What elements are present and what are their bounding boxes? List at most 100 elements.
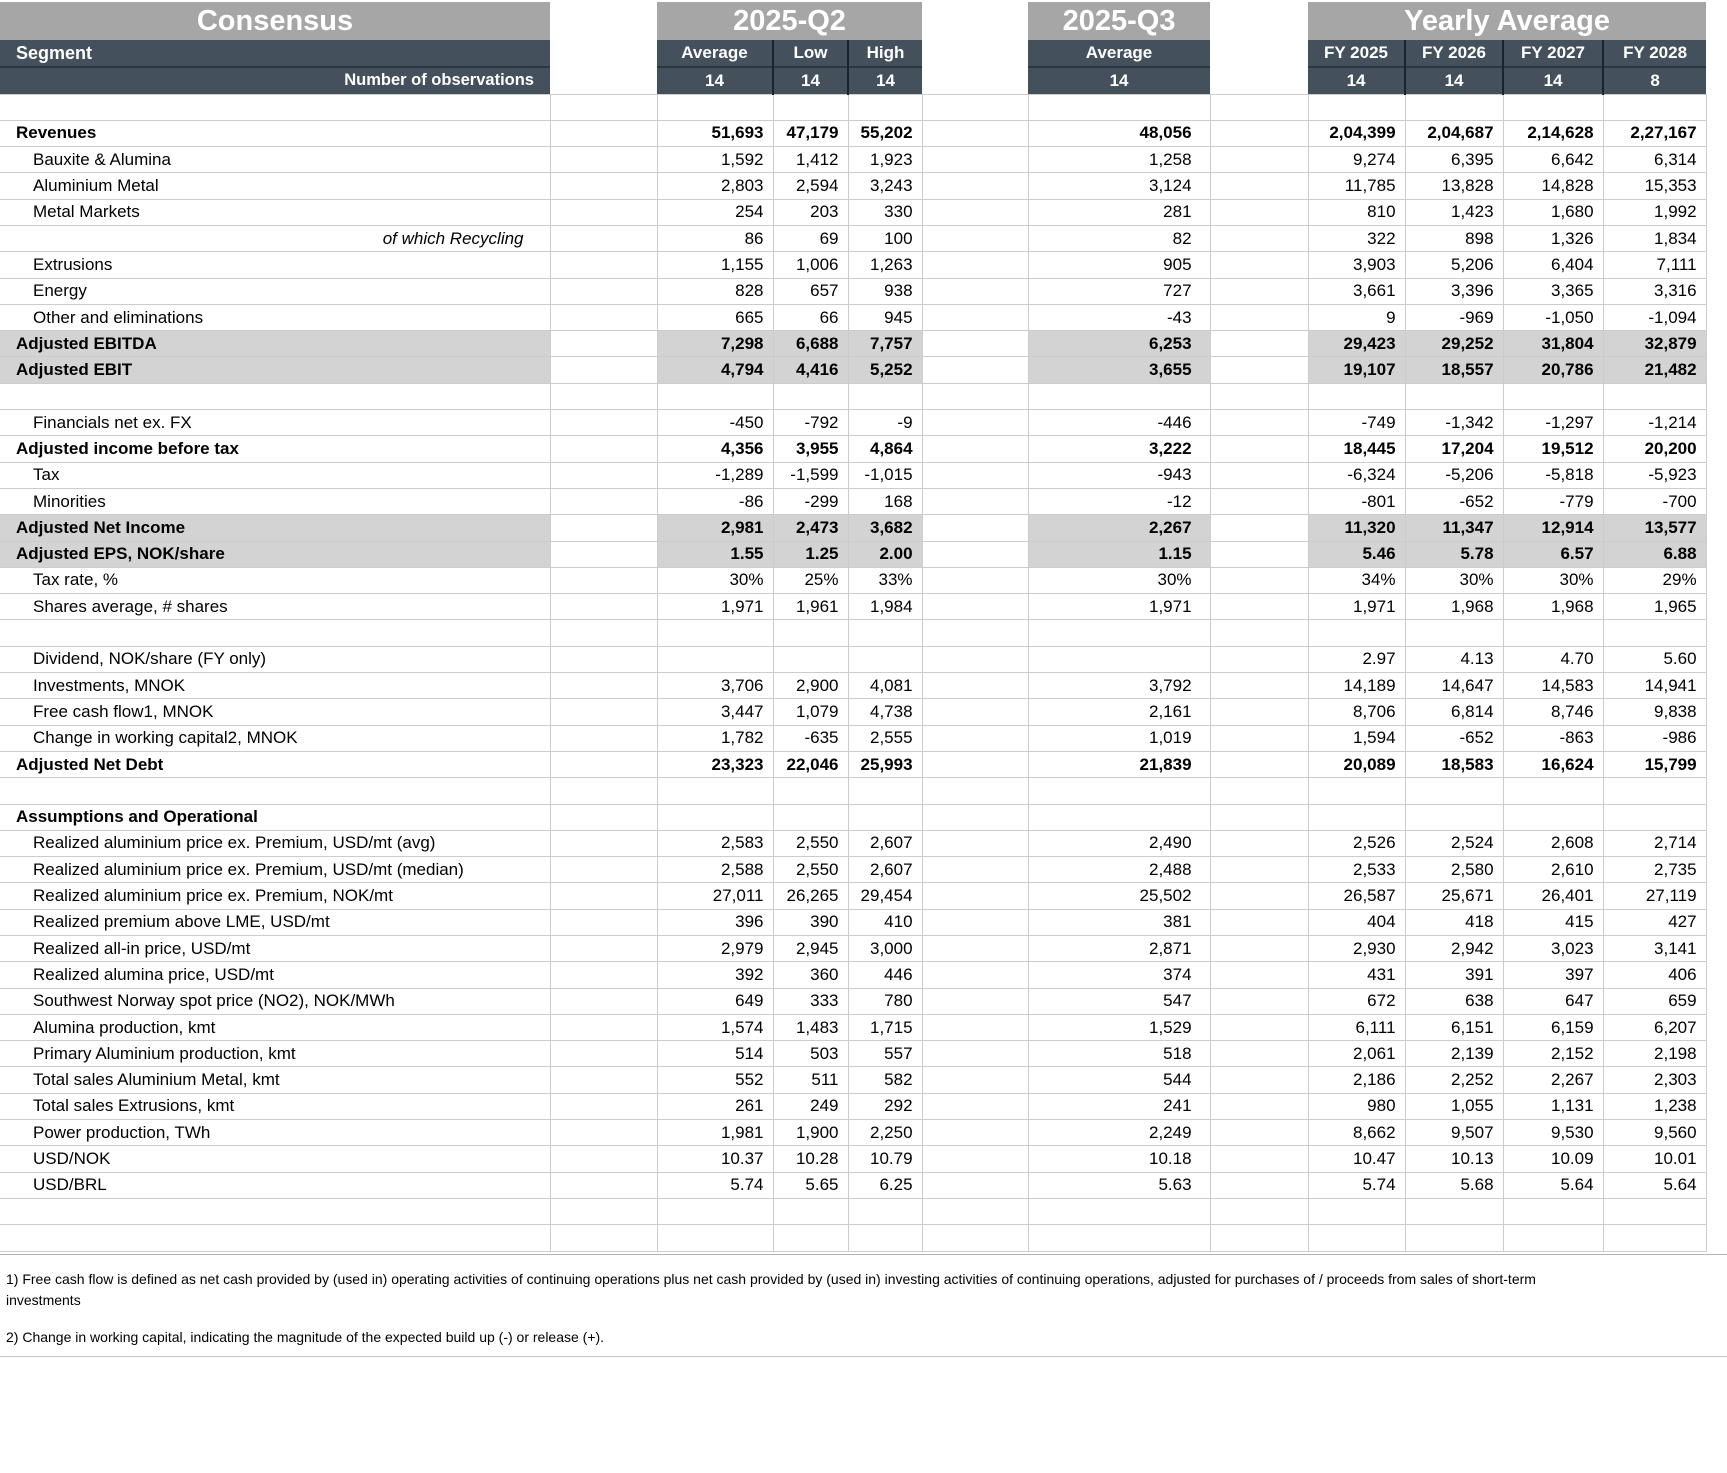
cell-q2-high: 4,864 bbox=[848, 435, 923, 463]
cell-fy2025 bbox=[1308, 1198, 1406, 1226]
row-label: Total sales Extrusions, kmt bbox=[0, 1093, 551, 1121]
spacer-cell bbox=[550, 909, 658, 937]
row-label: Shares average, # shares bbox=[0, 593, 551, 621]
spacer-cell bbox=[1210, 988, 1309, 1015]
table-row: Realized aluminium price ex. Premium, NO… bbox=[0, 882, 1707, 910]
cell-q2-high: 29,454 bbox=[848, 882, 923, 910]
cell-q2-average: -450 bbox=[657, 409, 774, 437]
table-row: USD/BRL 5.74 5.65 6.25 5.63 5.74 5.68 5.64 5.64 bbox=[0, 1172, 1707, 1199]
spacer-cell bbox=[1210, 514, 1309, 542]
row-label: Other and eliminations bbox=[0, 304, 551, 332]
footnote-divider bbox=[0, 1253, 1727, 1255]
spacer-cell bbox=[550, 251, 658, 279]
yearly-average-banner: Yearly Average bbox=[1308, 2, 1707, 40]
cell-q2-high: 3,682 bbox=[848, 514, 923, 542]
cell-fy2025: 1,971 bbox=[1308, 593, 1406, 621]
cell-q2-average bbox=[657, 804, 774, 831]
table-row bbox=[0, 383, 1707, 411]
cell-fy2027: 6,159 bbox=[1503, 1014, 1604, 1042]
cell-fy2028: 3,316 bbox=[1603, 278, 1707, 305]
spacer-cell bbox=[1210, 278, 1309, 305]
row-label bbox=[0, 383, 551, 411]
cell-fy2027: 1,326 bbox=[1503, 225, 1604, 253]
cell-fy2026: 2,580 bbox=[1405, 856, 1504, 884]
cell-q3-average: 2,490 bbox=[1028, 830, 1211, 858]
spacer-cell bbox=[922, 514, 1029, 542]
cell-q2-average: 23,323 bbox=[657, 751, 774, 779]
cell-q2-high bbox=[848, 619, 923, 647]
cell-q2-low: 511 bbox=[773, 1066, 849, 1094]
cell-q3-average: 3,124 bbox=[1028, 172, 1211, 200]
cell-fy2026: -652 bbox=[1405, 488, 1504, 516]
cell-fy2027 bbox=[1503, 1198, 1604, 1226]
cell-q2-high: 938 bbox=[848, 278, 923, 305]
spacer-cell bbox=[922, 961, 1029, 989]
cell-fy2028: 406 bbox=[1603, 961, 1707, 989]
cell-fy2028: 20,200 bbox=[1603, 435, 1707, 463]
cell-q3-average: -446 bbox=[1028, 409, 1211, 437]
cell-q3-average bbox=[1028, 1224, 1211, 1252]
cell-fy2027: 1,680 bbox=[1503, 199, 1604, 226]
cell-fy2025: 9 bbox=[1308, 304, 1406, 332]
spacer-cell bbox=[922, 672, 1029, 700]
cell-q2-high: 1,923 bbox=[848, 146, 923, 174]
cell-q2-high: 2,250 bbox=[848, 1119, 923, 1147]
cell-fy2028: -5,923 bbox=[1603, 462, 1707, 489]
spacer-cell bbox=[1210, 1198, 1309, 1226]
spacer-cell bbox=[922, 1093, 1029, 1121]
fy2028-header: FY 2028 bbox=[1602, 40, 1707, 67]
table-row: Energy 828 657 938 727 3,661 3,396 3,365 3,316 bbox=[0, 278, 1707, 305]
cell-q3-average bbox=[1028, 619, 1211, 647]
cell-fy2027 bbox=[1503, 1224, 1604, 1252]
obs-q3-average: 14 bbox=[1028, 66, 1211, 95]
cell-q2-average: 828 bbox=[657, 278, 774, 305]
spacer-cell bbox=[922, 172, 1029, 200]
spacer-cell bbox=[1210, 1145, 1309, 1173]
spacer-cell bbox=[1210, 698, 1309, 726]
cell-fy2025: 2,186 bbox=[1308, 1066, 1406, 1094]
cell-q2-low: 66 bbox=[773, 304, 849, 332]
cell-fy2025 bbox=[1308, 1224, 1406, 1252]
cell-fy2025: 3,661 bbox=[1308, 278, 1406, 305]
cell-fy2028: -1,094 bbox=[1603, 304, 1707, 332]
cell-fy2027: 1,131 bbox=[1503, 1093, 1604, 1121]
cell-q3-average: 3,792 bbox=[1028, 672, 1211, 700]
cell-fy2027: -779 bbox=[1503, 488, 1604, 516]
cell-fy2027: 26,401 bbox=[1503, 882, 1604, 910]
spacer-cell bbox=[1210, 199, 1309, 226]
spacer-cell bbox=[550, 567, 658, 595]
q3-banner: 2025-Q3 bbox=[1028, 2, 1211, 40]
cell-fy2028 bbox=[1603, 1198, 1707, 1226]
cell-q2-low: 333 bbox=[773, 988, 849, 1015]
cell-q2-average: 1,981 bbox=[657, 1119, 774, 1147]
spacer-cell bbox=[922, 541, 1029, 568]
spacer-cell bbox=[922, 356, 1029, 384]
row-label: Revenues bbox=[0, 120, 551, 148]
cell-q2-average: 1,155 bbox=[657, 251, 774, 279]
row-label bbox=[0, 1198, 551, 1226]
row-label: Realized aluminium price ex. Premium, US… bbox=[0, 830, 551, 858]
table-row bbox=[0, 94, 1707, 121]
spacer-cell bbox=[922, 1145, 1029, 1173]
cell-fy2025: 9,274 bbox=[1308, 146, 1406, 174]
spacer-cell bbox=[1210, 725, 1309, 752]
spacer-cell bbox=[922, 2, 1028, 40]
cell-fy2026: 2,04,687 bbox=[1405, 120, 1504, 148]
spacer-cell bbox=[922, 567, 1029, 595]
row-label: Tax rate, % bbox=[0, 567, 551, 595]
spacer-cell bbox=[1210, 40, 1308, 67]
spacer-cell bbox=[922, 909, 1029, 937]
cell-fy2028: 2,714 bbox=[1603, 830, 1707, 858]
cell-q2-average: 2,588 bbox=[657, 856, 774, 884]
spacer-cell bbox=[922, 619, 1029, 647]
spacer-cell bbox=[1210, 225, 1309, 253]
cell-q2-high bbox=[848, 94, 923, 121]
cell-fy2028 bbox=[1603, 777, 1707, 805]
table-row: Other and eliminations 665 66 945 -43 9 -969 -1… bbox=[0, 304, 1707, 332]
cell-q3-average bbox=[1028, 804, 1211, 831]
cell-q2-average: 2,583 bbox=[657, 830, 774, 858]
cell-q2-average: 27,011 bbox=[657, 882, 774, 910]
cell-fy2025: 431 bbox=[1308, 961, 1406, 989]
spacer-cell bbox=[1210, 830, 1309, 858]
spacer-cell bbox=[1210, 409, 1309, 437]
